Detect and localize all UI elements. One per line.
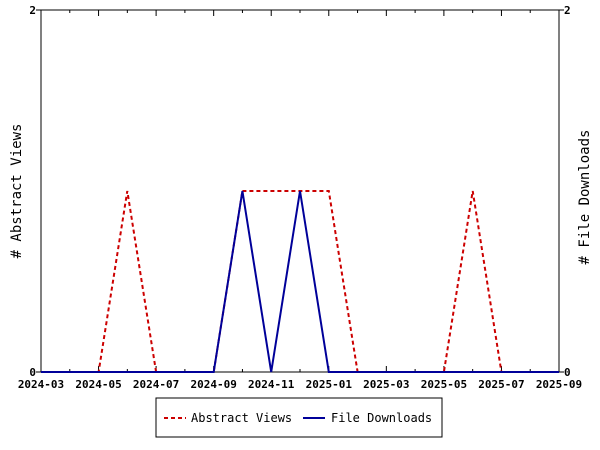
x-tick-label: 2025-07: [478, 378, 524, 391]
x-tick-label: 2025-09: [536, 378, 582, 391]
series-line-file-downloads: [41, 190, 559, 373]
legend-label-abstract-views: Abstract Views: [191, 411, 292, 425]
x-tick-label: 2025-05: [421, 378, 467, 391]
y-tick-label-left: 0: [29, 366, 36, 379]
x-tick-label: 2024-11: [248, 378, 295, 391]
legend: Abstract Views File Downloads: [155, 397, 443, 438]
y-axis-right: 02: [559, 4, 571, 379]
x-tick-label: 2024-09: [190, 378, 236, 391]
series-layer: [41, 190, 559, 373]
x-tick-label: 2025-01: [306, 378, 353, 391]
y-axis-left-title: # Abstract Views: [9, 124, 25, 259]
x-tick-label: 2025-03: [363, 378, 409, 391]
legend-label-file-downloads: File Downloads: [331, 411, 432, 425]
y-axis-right-title: # File Downloads: [577, 130, 593, 265]
x-tick-label: 2024-07: [133, 378, 179, 391]
x-tick-label: 2024-03: [18, 378, 64, 391]
y-tick-label-right: 2: [564, 4, 571, 17]
y-tick-label-right: 0: [564, 366, 571, 379]
x-axis: 2024-03 2024-05 2024-07 2024-09 2024-11 2025-…: [18, 10, 582, 391]
x-tick-label: 2024-05: [75, 378, 121, 391]
y-axis-left: 02: [29, 4, 41, 379]
y-tick-label-left: 2: [29, 4, 36, 17]
legend-box: [155, 397, 443, 438]
